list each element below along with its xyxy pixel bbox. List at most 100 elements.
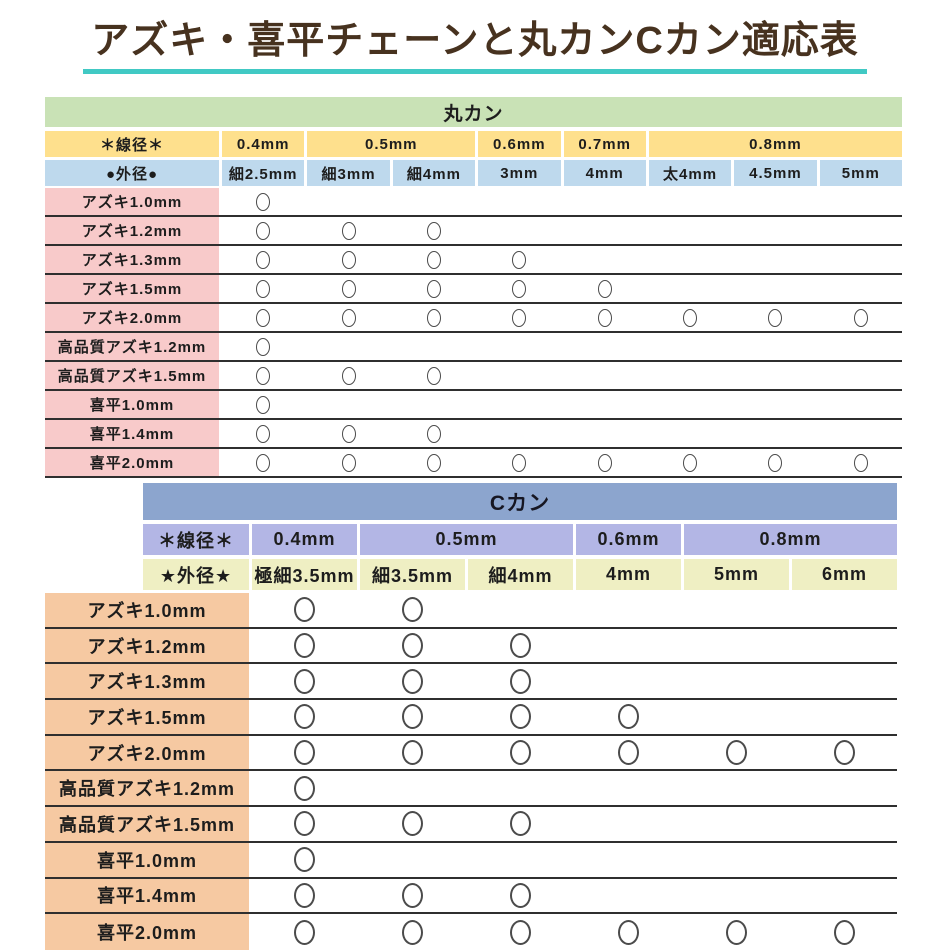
compat-circle-icon [341,279,356,298]
table-row: アズキ2.0mm [45,304,902,333]
compat-circle-icon [256,308,271,327]
compat-circle-icon [618,919,639,945]
outer-size-cell: 4.5mm [734,160,817,186]
ckan-outer-diameter-row: ★外径★ 極細3.5mm 細3.5mm 細4mm 4mm 5mm 6mm [143,559,897,590]
compat-cell [478,333,560,360]
row-label: アズキ1.2mm [45,628,249,663]
compat-circle-icon [402,704,423,730]
compat-circle-icon [726,919,747,945]
compat-cell [684,807,789,841]
compat-circle-icon [618,704,639,730]
compat-cell [478,362,560,389]
row-label: 喜平2.0mm [45,914,249,950]
compat-circle-icon [834,919,855,945]
compat-cell [360,807,465,841]
compat-circle-icon [256,192,271,211]
compat-circle-icon [294,847,315,873]
compat-cell [792,700,897,734]
compat-cell [222,275,304,302]
compat-cell [468,736,573,770]
compat-cell [222,217,304,244]
compat-cell [649,246,731,273]
compat-circle-icon [853,308,868,327]
table-row: 喜平2.0mm [45,914,897,950]
table-row: アズキ1.0mm [45,188,902,217]
compat-cell [468,807,573,841]
row-label: 高品質アズキ1.5mm [45,807,249,841]
wire-diameter-header: ＊線径＊ [143,524,249,555]
compat-cell [222,449,304,476]
compat-cell [576,593,681,627]
compat-cell [478,217,560,244]
outer-size-cell: 太4mm [648,160,732,186]
outer-size-cell: 細3mm [307,160,390,186]
compat-cell [564,391,646,418]
table-row: 高品質アズキ1.5mm [45,362,902,391]
compat-cell [564,217,646,244]
compat-circle-icon [402,882,423,908]
wire-size-cell: 0.5mm [307,131,476,157]
compat-cell [393,246,475,273]
compat-circle-icon [618,740,639,766]
table-row: 喜平1.0mm [45,842,897,879]
compat-cell [393,391,475,418]
compat-cell [792,914,897,950]
compat-cell [564,420,646,447]
compat-circle-icon [510,704,531,730]
compat-circle-icon [426,250,441,269]
compat-circle-icon [341,308,356,327]
compat-circle-icon [426,308,441,327]
compat-cell [360,593,465,627]
wire-size-cell: 0.6mm [576,524,681,555]
compat-cell [252,736,357,770]
compat-circle-icon [597,279,612,298]
ckan-table: Cカン ＊線径＊ 0.4mm 0.5mm 0.6mm 0.8mm ★外径★ 極細3.5… [45,483,897,950]
compat-cell [649,449,731,476]
marukan-outer-diameter-row: ●外径● 細2.5mm 細3mm 細4mm 3mm 4mm 太4mm 4.5mm 5mm [45,160,902,186]
compat-circle-icon [402,919,423,945]
compat-cell [252,593,357,627]
page-title: アズキ・喜平チェーンと丸カンCカン適応表 [83,18,867,75]
compat-cell [393,188,475,215]
compat-circle-icon [294,633,315,659]
compat-cell [684,843,789,877]
compat-cell [252,700,357,734]
compat-cell [734,420,816,447]
row-label: アズキ2.0mm [45,304,219,331]
compat-cell [468,843,573,877]
table-row: 喜平2.0mm [45,449,902,478]
compat-circle-icon [683,308,698,327]
wire-size-cell: 0.6mm [478,131,561,157]
compat-circle-icon [256,279,271,298]
compat-cell [792,879,897,913]
compat-circle-icon [341,453,356,472]
compat-circle-icon [256,424,271,443]
outer-size-cell: 6mm [792,559,897,590]
compat-cell [649,217,731,244]
marukan-wire-diameter-row: ＊線径＊ 0.4mm 0.5mm 0.6mm 0.7mm 0.8mm [45,131,902,157]
compat-cell [576,736,681,770]
row-label: 喜平1.0mm [45,842,249,877]
compat-cell [820,188,902,215]
compat-cell [307,275,389,302]
table-row: アズキ2.0mm [45,735,897,772]
outer-size-cell: 4mm [576,559,681,590]
compat-cell [222,362,304,389]
compat-cell [222,304,304,331]
compat-circle-icon [341,250,356,269]
row-label: アズキ1.3mm [45,246,219,273]
compat-circle-icon [294,775,315,801]
row-label: アズキ1.0mm [45,188,219,215]
compat-circle-icon [597,453,612,472]
compat-cell [252,843,357,877]
outer-diameter-header: ★外径★ [143,559,249,590]
compat-cell [478,188,560,215]
compat-cell [564,304,646,331]
ckan-body: アズキ1.0mm アズキ1.2mm アズキ1.3mm アズキ1.5mm アズキ2.0mm… [45,593,897,950]
compat-circle-icon [294,740,315,766]
compat-cell [576,914,681,950]
ckan-wire-diameter-row: ＊線径＊ 0.4mm 0.5mm 0.6mm 0.8mm [143,524,897,555]
compat-cell [684,593,789,627]
compat-cell [360,700,465,734]
compat-cell [252,914,357,950]
